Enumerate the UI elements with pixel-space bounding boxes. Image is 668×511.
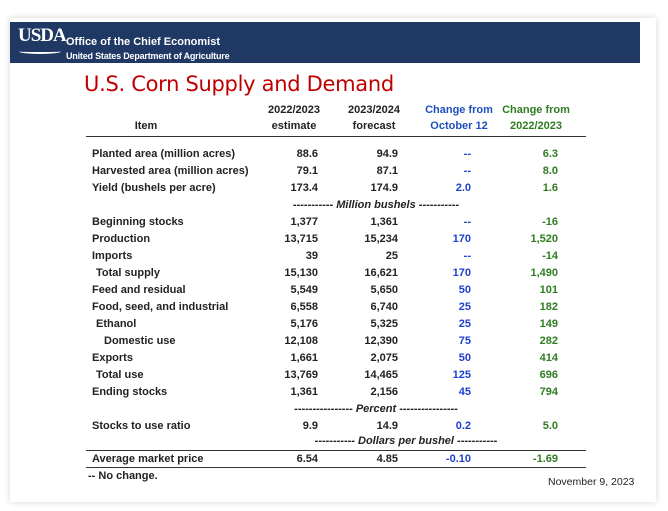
table-row: Total use 13,769 14,465 125 696	[96, 369, 558, 381]
table-row: Harvested area (million acres) 79.1 87.1 …	[92, 165, 558, 177]
department-name: United States Department of Agriculture	[66, 51, 230, 61]
table-row: Total supply 15,130 16,621 170 1,490	[96, 267, 558, 279]
table-divider	[86, 450, 586, 451]
table-row: Planted area (million acres) 88.6 94.9 --…	[92, 148, 558, 160]
slide	[10, 18, 656, 502]
table-row: Production 13,715 15,234 170 1,520	[92, 233, 558, 245]
unit-million-bushels: ----------- Million bushels -----------	[292, 199, 460, 211]
table-bottom-rule	[86, 467, 586, 468]
header-2023-2024: 2023/2024 forecast	[348, 104, 400, 132]
table-row: Domestic use 12,108 12,390 75 282	[104, 335, 558, 347]
page-title: U.S. Corn Supply and Demand	[84, 72, 394, 96]
table-row: Imports 39 25 -- -14	[92, 250, 558, 262]
header-item: Item	[134, 120, 158, 132]
unit-percent: ---------------- Percent ---------------…	[294, 403, 458, 415]
table-row: Average market price 6.54 4.85 -0.10 -1.69	[92, 453, 558, 465]
usda-logo: USDA	[18, 25, 67, 46]
table-header: Item 2022/2023 estimate 2023/2024 forecast…	[86, 100, 586, 137]
header-2022-2023: 2022/2023 estimate	[268, 104, 320, 132]
office-name: Office of the Chief Economist	[66, 36, 221, 48]
header-change-prior-year: Change from 2022/2023	[502, 104, 570, 132]
table-row: Exports 1,661 2,075 50 414	[92, 352, 558, 364]
release-date: November 9, 2023	[548, 476, 635, 488]
header-change-october: Change from October 12	[425, 104, 493, 132]
table-row: Ethanol 5,176 5,325 25 149	[96, 318, 558, 330]
table-row: Stocks to use ratio 9.9 14.9 0.2 5.0	[92, 420, 558, 432]
table-row: Yield (bushels per acre) 173.4 174.9 2.0 1…	[92, 182, 558, 194]
footnote: -- No change.	[88, 470, 158, 482]
table-row: Food, seed, and industrial 6,558 6,740 25…	[92, 301, 558, 313]
usda-swoosh-icon	[19, 49, 61, 54]
table-row: Feed and residual 5,549 5,650 50 101	[92, 284, 558, 296]
table-row: Beginning stocks 1,377 1,361 -- -16	[92, 216, 558, 228]
unit-dollars: ----------- Dollars per bushel ---------…	[314, 435, 498, 447]
table-row: Ending stocks 1,361 2,156 45 794	[92, 386, 558, 398]
usda-banner: USDA Office of the Chief Economist Unite…	[10, 22, 640, 63]
